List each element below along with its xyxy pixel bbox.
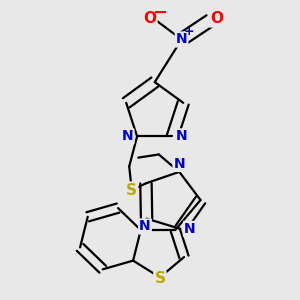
Text: N: N	[176, 32, 188, 46]
Text: N: N	[173, 157, 185, 171]
Text: N: N	[176, 129, 188, 143]
Text: O: O	[143, 11, 157, 26]
Text: N: N	[139, 220, 151, 233]
Text: N: N	[122, 129, 134, 143]
Text: −: −	[152, 4, 168, 22]
Text: S: S	[154, 272, 165, 286]
Text: N: N	[184, 222, 196, 236]
Text: O: O	[210, 11, 223, 26]
Text: S: S	[126, 183, 137, 198]
Text: +: +	[183, 25, 194, 38]
